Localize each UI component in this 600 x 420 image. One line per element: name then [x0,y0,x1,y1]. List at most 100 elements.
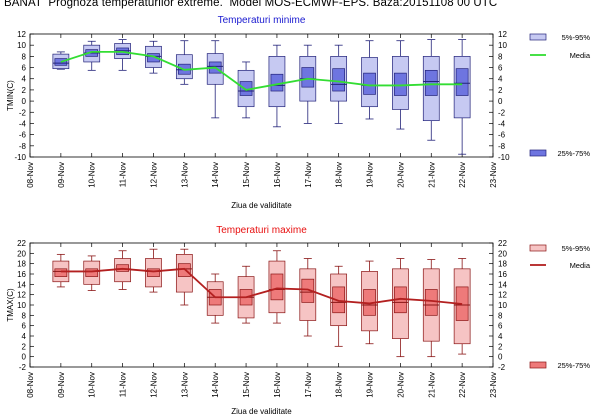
tmin-iqr-25-75 [363,72,376,95]
tmax-legend-iqr-swatch [529,361,547,369]
tmax-legend-range-swatch [529,244,547,252]
tmax-legend-mean-label: Media [570,261,591,270]
tmax-ytick-label-right: 18 [498,260,507,269]
tmax-ytick-label-right: 0 [498,353,503,362]
tmax-ytick-label-left: 18 [17,260,26,269]
tmin-ytick-label-right: -4 [498,119,506,128]
tmin-legend-range-label: 5%-95% [562,33,591,42]
tmax-ytick-label-left: 8 [22,311,27,320]
tmax-ytick-label-right: -2 [498,363,506,372]
tmin-box [299,44,317,124]
tmin-ytick-label-right: 6 [498,64,503,73]
tmax-iqr-25-75 [424,289,438,316]
tmin-box [237,61,255,119]
tmin-ytick-label-right: -6 [498,131,506,140]
tmax-xtick-label: 14-Nov [211,372,220,398]
tmin-ytick-label-right: 8 [498,52,503,61]
tmin-ytick-label-left: 0 [22,97,27,106]
tmax-xtick-label: 18-Nov [335,372,344,398]
tmin-ytick-label-left: 10 [17,41,26,50]
tmin-box [453,39,471,155]
tmax-ytick-label-left: 20 [17,249,26,258]
tmax-ytick-label-right: 14 [498,280,507,289]
tmin-iqr-25-75 [147,53,160,63]
tmax-box [237,265,255,324]
tmax-ytick-label-left: 4 [22,332,27,341]
tmax-box [206,273,224,324]
tmax-xtick-label: 16-Nov [273,372,282,398]
tmax-ytick-label-right: 16 [498,270,507,279]
tmin-ytick-label-right: 10 [498,41,507,50]
tmax-xtick-label: 10-Nov [88,372,97,398]
tmin-ytick-label-left: 4 [22,75,27,84]
tmax-legend: 5%-95% Media 25%-75% [529,244,591,370]
tmin-ytick-label-left: -10 [14,153,26,162]
tmin-chart-title: Temperaturi minime [218,15,306,26]
tmax-box [268,250,286,324]
tmin-ytick-label-right: -8 [498,142,506,151]
tmax-ytick-label-left: 2 [22,342,27,351]
tmin-ytick-label-right: 2 [498,86,503,95]
tmax-ytick-label-right: 12 [498,291,507,300]
tmin-legend: 5%-95% Media 25%-75% [529,33,591,158]
tmin-box [175,40,193,85]
tmax-ytick-label-right: 20 [498,249,507,258]
tmin-xtick-label: 10-Nov [88,162,97,188]
tmin-xtick-label: 16-Nov [273,162,282,188]
tmax-iqr-25-75 [147,268,160,277]
tmin-chart: Temperaturi minime -10 -10 -8 -8 -6 -6 -4 -4 -2 -2… [6,15,591,210]
tmin-box [114,39,131,71]
tmin-ytick-label-right: -10 [498,153,510,162]
tmax-iqr-25-75 [85,268,99,277]
tmax-chart-title: Temperaturi maxime [216,225,307,236]
tmin-iqr-25-75 [394,72,407,96]
tmax-iqr-25-75 [177,263,191,277]
tmax-ytick-label-left: 22 [17,239,26,248]
tmin-ylabel: TMIN(C) [6,80,15,111]
tmin-ytick-label-left: -6 [19,131,27,140]
tmin-xtick-label: 15-Nov [242,162,251,188]
tmin-box [330,44,348,124]
tmax-ytick-label-right: 22 [498,239,507,248]
tmax-ytick-label-left: 16 [17,270,26,279]
tmax-ytick-label-right: 4 [498,332,503,341]
tmax-box [145,248,162,293]
tmax-ytick-label-left: -2 [19,363,27,372]
tmax-ytick-label-right: 8 [498,311,503,320]
tmin-xtick-label: 17-Nov [304,162,313,188]
tmin-legend-iqr-swatch [529,149,547,157]
tmax-xtick-label: 12-Nov [149,372,158,398]
tmin-ytick-label-left: 6 [22,64,27,73]
tmin-iqr-25-75 [301,67,315,88]
tmax-xtick-label: 19-Nov [366,372,375,398]
tmax-box [175,248,193,306]
tmin-legend-iqr-label: 25%-75% [557,149,590,158]
tmin-box [206,40,224,119]
tmax-xtick-label: 22-Nov [458,372,467,398]
tmax-xtick-label: 20-Nov [396,372,405,398]
tmin-ytick-label-right: 12 [498,30,507,39]
tmax-xtick-label: 15-Nov [242,372,251,398]
tmax-iqr-25-75 [332,286,346,314]
tmin-xtick-label: 20-Nov [396,162,405,188]
tmin-xtick-label: 14-Nov [211,162,220,188]
tmin-ytick-label-left: -4 [19,119,27,128]
tmin-ytick-label-left: -2 [19,108,27,117]
tmax-xtick-label: 21-Nov [427,372,436,398]
tmin-iqr-25-75 [270,73,284,92]
tmax-ytick-label-left: 0 [22,353,27,362]
tmin-xtick-label: 13-Nov [180,162,189,188]
tmin-xtick-label: 22-Nov [458,162,467,188]
tmin-box [83,40,101,71]
tmin-xtick-label: 23-Nov [489,162,498,188]
tmin-iqr-25-75 [455,68,469,96]
tmin-box [422,39,440,141]
tmax-xtick-label: 09-Nov [57,372,66,398]
tmax-ytick-label-left: 10 [17,301,26,310]
tmax-ytick-label-left: 12 [17,291,26,300]
tmax-legend-range-label: 5%-95% [562,244,591,253]
tmin-xtick-label: 11-Nov [119,162,128,187]
tmin-ytick-label-right: 0 [498,97,503,106]
